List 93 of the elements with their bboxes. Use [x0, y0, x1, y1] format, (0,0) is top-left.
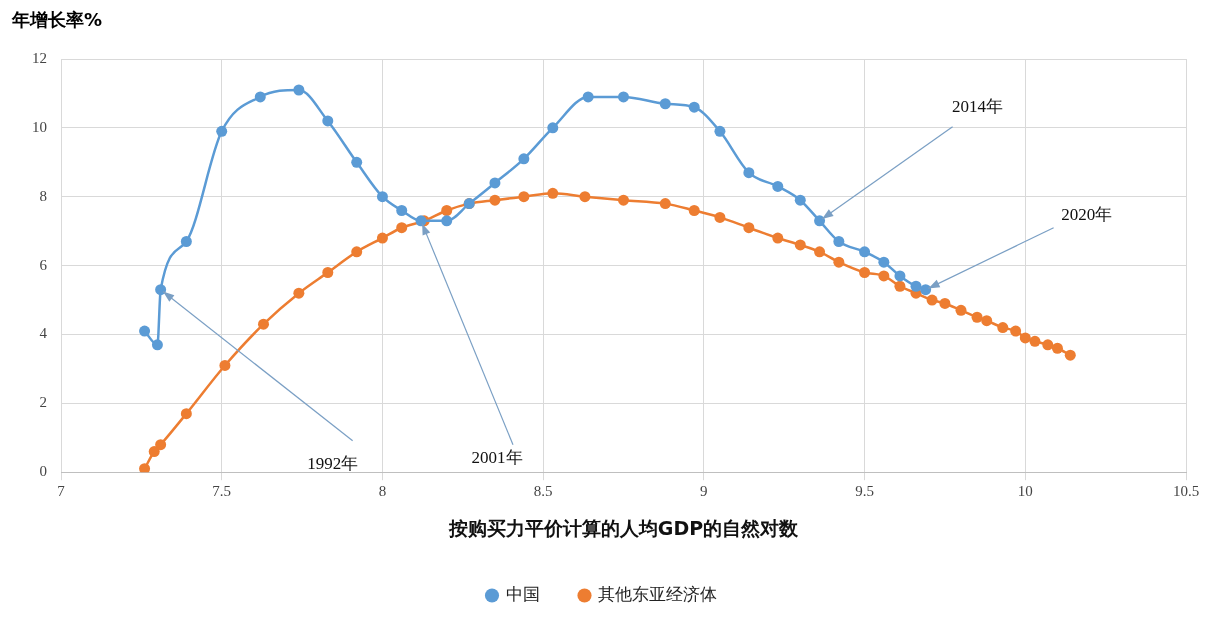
point	[814, 246, 826, 258]
point	[547, 122, 559, 134]
point	[714, 211, 726, 223]
point	[582, 91, 594, 103]
point	[322, 115, 334, 127]
x-tick-label: 8	[378, 483, 387, 500]
y-tick-label: 10	[32, 118, 47, 135]
point	[926, 294, 938, 306]
point	[1010, 325, 1022, 337]
point	[894, 270, 906, 282]
point	[971, 311, 983, 323]
point	[1029, 335, 1041, 347]
point	[1051, 342, 1063, 354]
annotation: 2001年	[471, 448, 523, 468]
point	[489, 177, 501, 189]
point	[659, 98, 671, 110]
y-tick-label: 4	[39, 325, 48, 342]
point	[396, 205, 408, 217]
point	[955, 304, 967, 316]
point	[139, 325, 151, 337]
point	[743, 222, 755, 234]
point	[794, 239, 806, 251]
point	[981, 315, 993, 327]
point	[351, 156, 363, 168]
x-tick-label: 9.5	[855, 483, 874, 500]
point	[148, 446, 160, 458]
point	[688, 205, 700, 217]
annotation: 1992年	[307, 454, 359, 474]
point	[441, 215, 453, 227]
point	[714, 125, 726, 137]
point	[547, 187, 559, 199]
point	[489, 194, 501, 206]
y-tick-label: 0	[39, 463, 47, 480]
x-axis-title: 按购买力平价计算的人均GDP的自然对数	[447, 516, 800, 539]
point	[878, 270, 890, 282]
point	[293, 287, 305, 299]
legend-label: 其他东亚经济体	[598, 583, 717, 604]
point	[151, 339, 163, 351]
point	[180, 236, 192, 247]
annotation: 2020年	[1061, 205, 1113, 225]
point	[216, 125, 228, 137]
legend-label: 中国	[505, 583, 540, 604]
point	[833, 256, 845, 268]
y-tick-label: 6	[39, 256, 48, 273]
point	[258, 318, 269, 330]
point	[878, 256, 890, 268]
y-tick-label: 12	[32, 49, 47, 66]
point	[772, 180, 784, 192]
point	[794, 194, 806, 206]
y-tick-label: 2	[39, 394, 47, 411]
point	[579, 191, 591, 203]
y-axis-title: 年增长率%	[11, 8, 104, 32]
x-tick-label: 7.5	[212, 483, 232, 500]
x-tick-label: 10.5	[1172, 483, 1200, 500]
x-tick-label: 10	[1017, 483, 1033, 500]
point	[254, 91, 266, 103]
x-tick-label: 9	[700, 483, 708, 500]
point	[376, 232, 388, 244]
point	[351, 246, 363, 258]
point	[894, 280, 906, 292]
point	[814, 215, 826, 227]
point	[180, 408, 192, 420]
point	[743, 167, 755, 179]
point	[618, 194, 629, 206]
point	[659, 198, 671, 210]
point	[910, 280, 922, 292]
point	[939, 297, 951, 309]
x-tick-label: 7	[57, 483, 66, 500]
point	[396, 222, 408, 234]
point	[688, 101, 700, 113]
point	[772, 232, 784, 244]
point	[859, 246, 871, 258]
point	[833, 236, 845, 247]
point	[920, 284, 932, 296]
point	[155, 439, 167, 451]
point	[618, 91, 629, 103]
x-tick-label: 8.5	[533, 483, 553, 500]
y-tick-label: 8	[39, 187, 47, 204]
point	[518, 153, 530, 165]
annotation: 2014年	[952, 97, 1004, 117]
point	[219, 359, 231, 371]
point	[1064, 349, 1076, 361]
point	[293, 84, 305, 96]
point	[1019, 332, 1031, 344]
point	[441, 205, 453, 217]
point	[518, 191, 530, 203]
point	[139, 463, 151, 473]
point	[859, 266, 871, 278]
point	[376, 191, 388, 203]
point	[1042, 339, 1054, 351]
point	[322, 266, 334, 278]
point	[155, 284, 167, 296]
point	[997, 322, 1009, 334]
